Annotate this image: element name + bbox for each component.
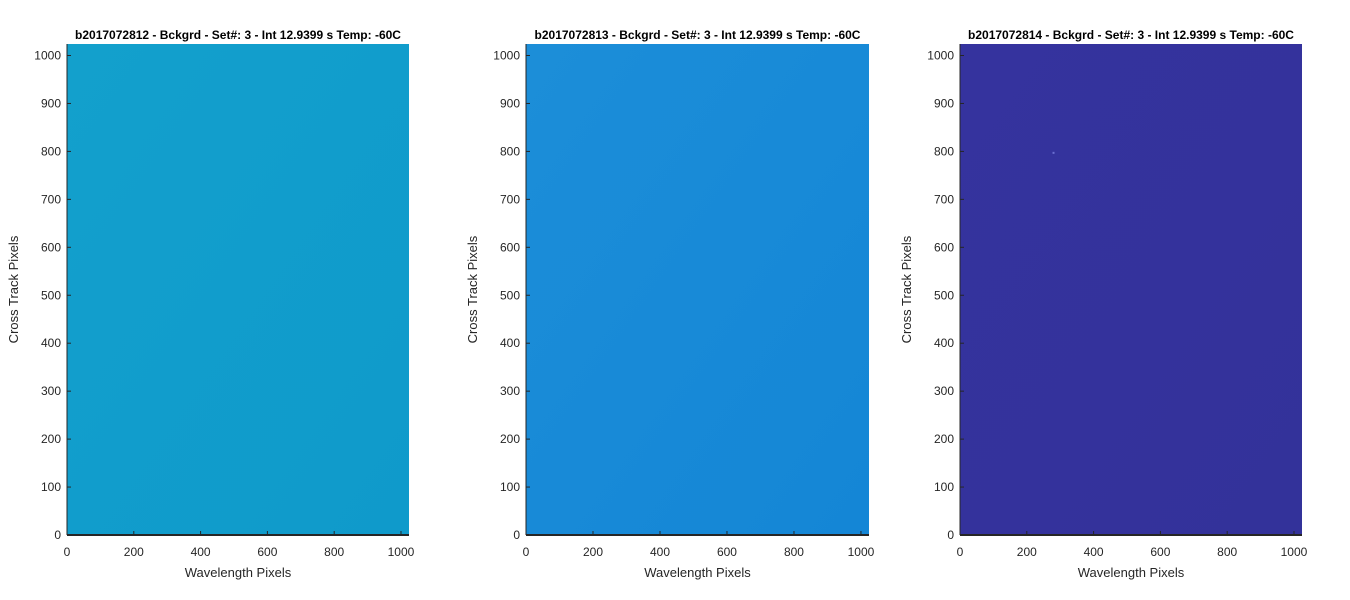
x-tick-label: 400 <box>1084 545 1104 559</box>
x-tick-label: 200 <box>1017 545 1037 559</box>
hot-pixel <box>1052 151 1055 154</box>
y-tick-label: 700 <box>934 192 954 206</box>
y-tick-label: 200 <box>500 432 520 446</box>
x-axis-label: Wavelength Pixels <box>185 565 292 580</box>
y-axis-label: Cross Track Pixels <box>899 235 914 343</box>
y-tick-label: 600 <box>41 240 61 254</box>
y-tick-label: 300 <box>934 384 954 398</box>
x-tick-label: 400 <box>650 545 670 559</box>
chart-panel-2: 0 200 400 600 800 1000 0 100 200 300 400 500 600 700 8… <box>465 28 875 580</box>
y-tick-label: 200 <box>41 432 61 446</box>
y-tick-label: 200 <box>934 432 954 446</box>
x-tick-label: 1000 <box>388 545 415 559</box>
y-axis-label: Cross Track Pixels <box>465 235 480 343</box>
chart-panel-1: 0 200 400 600 800 1000 0 100 200 300 400 500 600 700 8… <box>6 28 415 580</box>
y-tick-label: 100 <box>500 480 520 494</box>
x-tick-label: 200 <box>124 545 144 559</box>
y-tick-label: 1000 <box>34 49 61 63</box>
x-tick-label: 0 <box>523 545 530 559</box>
x-tick-label: 800 <box>324 545 344 559</box>
y-axis-label: Cross Track Pixels <box>6 235 21 343</box>
x-tick-label: 0 <box>64 545 71 559</box>
y-tick-label: 900 <box>41 96 61 110</box>
y-tick-label: 800 <box>934 144 954 158</box>
y-tick-label: 400 <box>500 336 520 350</box>
y-tick-label: 400 <box>934 336 954 350</box>
y-tick-label: 700 <box>41 192 61 206</box>
y-tick-label: 800 <box>500 144 520 158</box>
y-tick-label: 300 <box>41 384 61 398</box>
y-tick-label: 800 <box>41 144 61 158</box>
y-tick-label: 0 <box>54 528 61 542</box>
y-tick-label: 400 <box>41 336 61 350</box>
y-tick-label: 700 <box>500 192 520 206</box>
heatmap-image <box>960 44 1302 535</box>
y-tick-label: 500 <box>934 288 954 302</box>
x-tick-label: 1000 <box>848 545 875 559</box>
x-tick-label: 400 <box>191 545 211 559</box>
y-tick-label: 900 <box>500 96 520 110</box>
x-axis-label: Wavelength Pixels <box>644 565 751 580</box>
heatmap-image <box>526 44 869 535</box>
y-tick-label: 300 <box>500 384 520 398</box>
x-tick-label: 800 <box>784 545 804 559</box>
y-tick-label: 900 <box>934 96 954 110</box>
chart-title: b2017072812 - Bckgrd - Set#: 3 - Int 12.… <box>75 28 401 42</box>
y-tick-label: 1000 <box>493 49 520 63</box>
heatmap-image <box>67 44 409 535</box>
x-tick-label: 600 <box>257 545 277 559</box>
y-tick-label: 600 <box>500 240 520 254</box>
y-tick-label: 600 <box>934 240 954 254</box>
y-tick-label: 100 <box>41 480 61 494</box>
x-tick-label: 600 <box>717 545 737 559</box>
y-tick-label: 1000 <box>927 49 954 63</box>
chart-title: b2017072813 - Bckgrd - Set#: 3 - Int 12.… <box>535 28 861 42</box>
y-tick-label: 100 <box>934 480 954 494</box>
y-tick-label: 500 <box>500 288 520 302</box>
x-tick-label: 1000 <box>1281 545 1308 559</box>
x-tick-label: 0 <box>957 545 964 559</box>
chart-panel-3: 0 200 400 600 800 1000 0 100 200 300 400 500 600 700 8… <box>899 28 1308 580</box>
x-axis-label: Wavelength Pixels <box>1078 565 1185 580</box>
x-tick-label: 200 <box>583 545 603 559</box>
y-tick-label: 500 <box>41 288 61 302</box>
chart-title: b2017072814 - Bckgrd - Set#: 3 - Int 12.… <box>968 28 1294 42</box>
x-tick-label: 800 <box>1217 545 1237 559</box>
y-tick-label: 0 <box>513 528 520 542</box>
x-tick-label: 600 <box>1150 545 1170 559</box>
y-tick-label: 0 <box>947 528 954 542</box>
